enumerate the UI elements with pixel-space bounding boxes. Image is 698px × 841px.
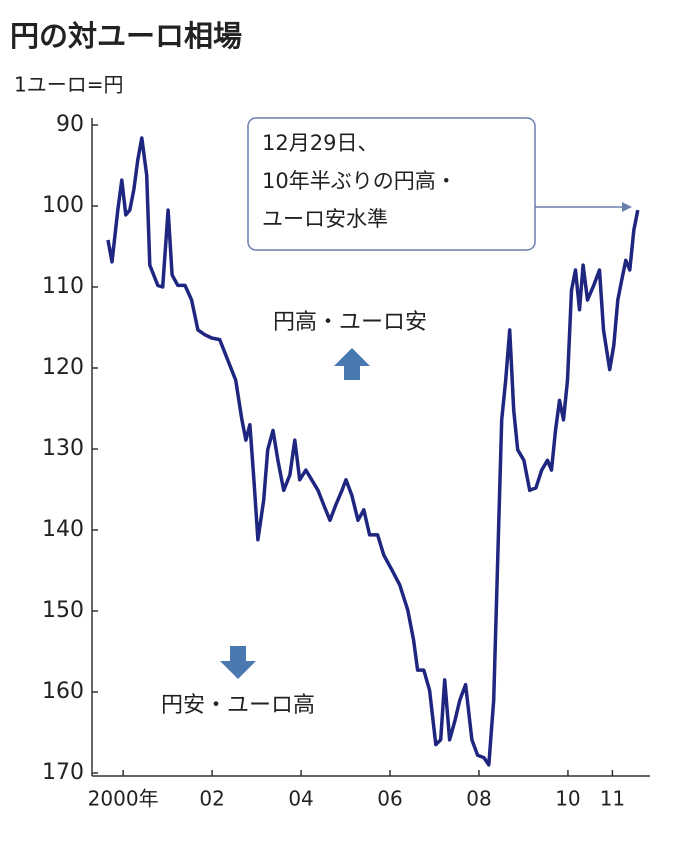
up-arrow <box>334 348 370 380</box>
y-tick-label: 120 <box>42 355 84 380</box>
y-tick-label: 130 <box>42 436 84 461</box>
x-tick-label: 11 <box>600 787 625 811</box>
x-tick-label: 02 <box>199 787 224 811</box>
annotation-text: 円高・ユーロ安 <box>273 310 427 335</box>
x-tick-label: 04 <box>288 787 313 811</box>
y-tick-label: 160 <box>42 679 84 704</box>
annotation-text: ユーロ安水準 <box>262 207 388 231</box>
annotation-text: 円安・ユーロ高 <box>161 693 315 718</box>
x-tick-label: 06 <box>377 787 402 811</box>
y-tick-label: 90 <box>56 112 84 137</box>
annotation-arrowhead <box>622 202 632 212</box>
annotation-text: 12月29日、 <box>262 131 378 155</box>
y-tick-label: 150 <box>42 598 84 623</box>
y-tick-label: 140 <box>42 517 84 542</box>
annotation-box <box>247 117 536 251</box>
x-tick-label: 10 <box>555 787 580 811</box>
chart-title: 円の対ユーロ相場 <box>10 19 242 53</box>
annotation-text: 10年半ぶりの円高・ <box>262 169 457 193</box>
down-arrow <box>220 646 256 679</box>
y-tick-label: 170 <box>42 760 84 785</box>
y-tick-label: 100 <box>42 193 84 218</box>
y-axis-label: 1ユーロ=円 <box>14 73 123 97</box>
y-tick-label: 110 <box>42 274 84 299</box>
x-tick-label: 08 <box>466 787 491 811</box>
line <box>106 136 640 767</box>
x-tick-label: 2000年 <box>88 787 159 811</box>
